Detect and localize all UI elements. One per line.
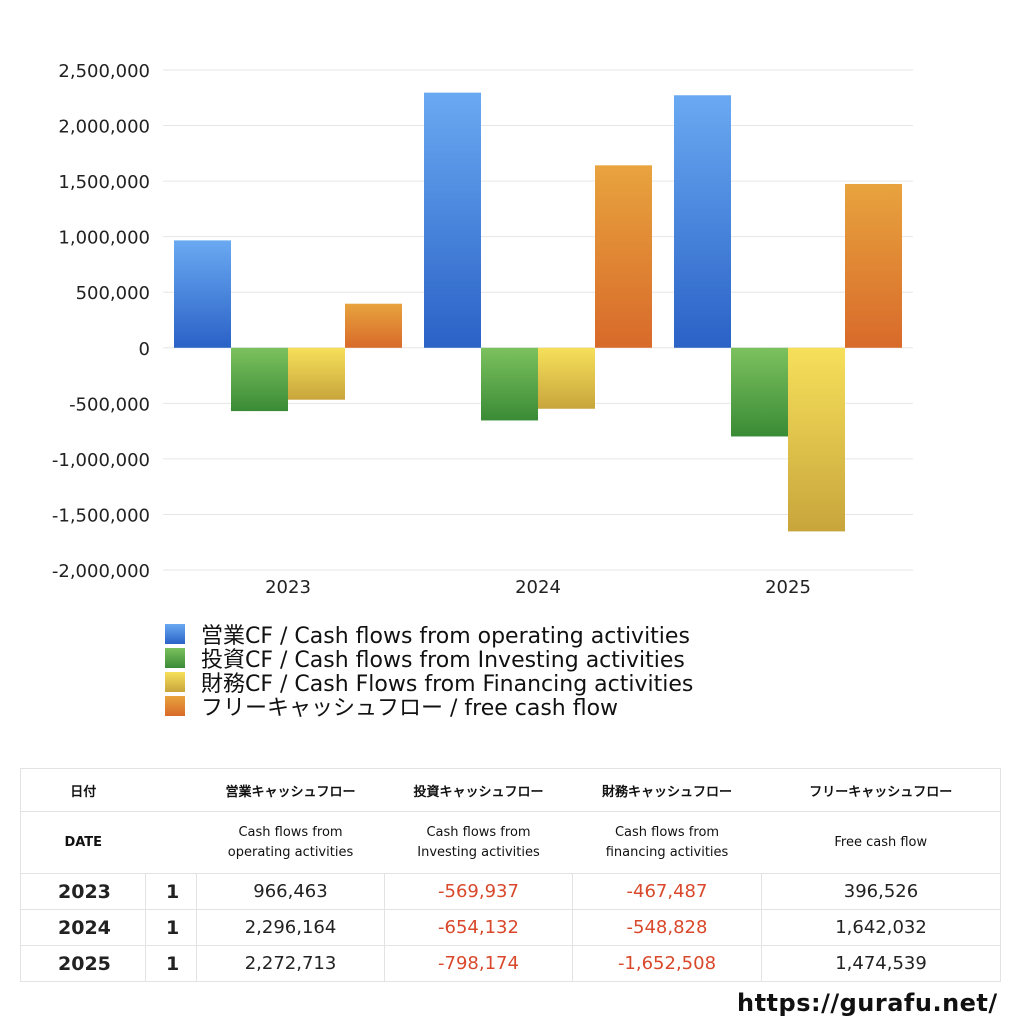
- bar: [845, 183, 902, 348]
- subheader-investing: Cash flows from Investing activities: [384, 811, 573, 874]
- row-index: 1: [145, 909, 197, 946]
- y-tick-label: 2,500,000: [58, 61, 150, 82]
- bar: [674, 95, 731, 348]
- legend-label: フリーキャッシュフロー / free cash flow: [201, 696, 619, 721]
- legend-swatch: [165, 672, 185, 692]
- subheader-financing: Cash flows from financing activities: [572, 811, 762, 874]
- row-free-cash-flow: 396,526: [761, 873, 1001, 910]
- subheader-operating: Cash flows from operating activities: [196, 811, 385, 874]
- y-tick-label: -1,000,000: [52, 450, 150, 471]
- legend-item: フリーキャッシュフロー / free cash flow: [165, 694, 693, 721]
- legend-label: 営業CF / Cash flows from operating activit…: [201, 624, 690, 649]
- y-axis-ticks: 2,500,000 2,000,000 1,500,000 1,000,000 500,…: [52, 61, 150, 582]
- chart-legend: 営業CF / Cash flows from operating activit…: [165, 622, 693, 721]
- header-date: 日付: [20, 768, 146, 812]
- y-tick-label: -2,000,000: [52, 561, 150, 582]
- bar: [538, 347, 595, 409]
- subheader-date: DATE: [20, 811, 146, 874]
- header-investing: 投資キャッシュフロー: [384, 768, 573, 812]
- row-index: 1: [145, 873, 197, 910]
- chart-bars: [174, 92, 902, 532]
- row-free-cash-flow: 1,474,539: [761, 945, 1001, 982]
- subheader-blank: [145, 811, 197, 874]
- row-financing: -467,487: [572, 873, 762, 910]
- row-operating: 2,296,164: [196, 909, 385, 946]
- bar: [424, 92, 481, 348]
- y-tick-label: -500,000: [69, 394, 150, 415]
- bar: [231, 347, 288, 412]
- bar: [595, 165, 652, 348]
- legend-swatch: [165, 624, 185, 644]
- row-investing: -569,937: [384, 873, 573, 910]
- x-tick-label: 2024: [515, 577, 561, 598]
- x-tick-label: 2025: [765, 577, 811, 598]
- subheader-free-cash-flow: Free cash flow: [761, 811, 1001, 874]
- y-tick-label: 2,000,000: [58, 117, 150, 138]
- legend-label: 投資CF / Cash flows from Investing activit…: [201, 648, 685, 673]
- y-tick-label: -1,500,000: [52, 505, 150, 526]
- bar: [174, 240, 231, 348]
- row-financing: -548,828: [572, 909, 762, 946]
- cash-flow-bar-chart: 2,500,000 2,000,000 1,500,000 1,000,000 500,…: [52, 61, 913, 598]
- site-url[interactable]: https://gurafu.net/: [737, 989, 998, 1017]
- header-free-cash-flow: フリーキャッシュフロー: [761, 768, 1001, 812]
- y-tick-label: 500,000: [76, 283, 150, 304]
- legend-swatch: [165, 648, 185, 668]
- row-index: 1: [145, 945, 197, 982]
- row-investing: -798,174: [384, 945, 573, 982]
- header-financing: 財務キャッシュフロー: [572, 768, 762, 812]
- table-header-row: 日付 営業キャッシュフロー 投資キャッシュフロー 財務キャッシュフロー フリーキ…: [20, 768, 1001, 812]
- row-operating: 966,463: [196, 873, 385, 910]
- table-subheader-row: DATE Cash flows from operating activitie…: [20, 811, 1001, 874]
- legend-item: 財務CF / Cash Flows from Financing activit…: [165, 670, 693, 697]
- row-year: 2023: [20, 873, 146, 910]
- header-operating: 営業キャッシュフロー: [196, 768, 385, 812]
- bar: [481, 347, 538, 421]
- bar: [788, 347, 845, 532]
- x-tick-label: 2023: [265, 577, 311, 598]
- row-operating: 2,272,713: [196, 945, 385, 982]
- table-row: 2023 1 966,463 -569,937 -467,487 396,526: [20, 873, 1001, 910]
- bar: [345, 303, 402, 348]
- y-tick-label: 1,000,000: [58, 228, 150, 249]
- y-tick-label: 1,500,000: [58, 172, 150, 193]
- row-financing: -1,652,508: [572, 945, 762, 982]
- row-free-cash-flow: 1,642,032: [761, 909, 1001, 946]
- cash-flow-table: 日付 営業キャッシュフロー 投資キャッシュフロー 財務キャッシュフロー フリーキ…: [20, 768, 1001, 982]
- legend-item: 投資CF / Cash flows from Investing activit…: [165, 646, 693, 673]
- row-year: 2025: [20, 945, 146, 982]
- row-investing: -654,132: [384, 909, 573, 946]
- bar: [288, 347, 345, 400]
- y-tick-label: 0: [139, 339, 150, 360]
- row-year: 2024: [20, 909, 146, 946]
- x-axis-ticks: 2023 2024 2025: [265, 577, 811, 598]
- bar: [731, 347, 788, 437]
- legend-swatch: [165, 696, 185, 716]
- table-row: 2025 1 2,272,713 -798,174 -1,652,508 1,4…: [20, 945, 1001, 982]
- table-row: 2024 1 2,296,164 -654,132 -548,828 1,642…: [20, 909, 1001, 946]
- legend-label: 財務CF / Cash Flows from Financing activit…: [201, 672, 694, 697]
- header-blank: [145, 768, 197, 812]
- legend-item: 営業CF / Cash flows from operating activit…: [165, 622, 693, 649]
